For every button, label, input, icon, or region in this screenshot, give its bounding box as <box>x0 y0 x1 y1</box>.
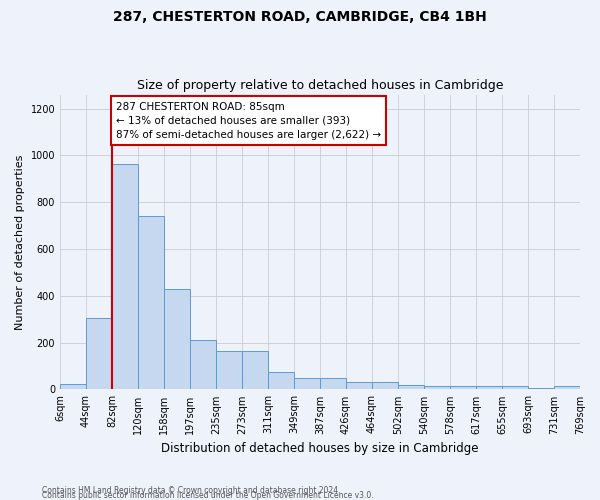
Y-axis label: Number of detached properties: Number of detached properties <box>15 154 25 330</box>
Bar <box>528 388 554 390</box>
Bar <box>268 372 294 390</box>
Bar <box>216 351 242 390</box>
Bar <box>554 386 580 390</box>
Bar <box>294 378 320 390</box>
Bar <box>138 216 164 390</box>
Bar <box>424 386 450 390</box>
Bar <box>86 318 112 390</box>
Bar <box>398 385 424 390</box>
Text: Contains HM Land Registry data © Crown copyright and database right 2024.: Contains HM Land Registry data © Crown c… <box>42 486 341 495</box>
Bar <box>502 386 528 390</box>
X-axis label: Distribution of detached houses by size in Cambridge: Distribution of detached houses by size … <box>161 442 479 455</box>
Bar <box>190 340 216 390</box>
Bar <box>112 164 138 390</box>
Text: Contains public sector information licensed under the Open Government Licence v3: Contains public sector information licen… <box>42 491 374 500</box>
Title: Size of property relative to detached houses in Cambridge: Size of property relative to detached ho… <box>137 79 503 92</box>
Text: 287 CHESTERTON ROAD: 85sqm
← 13% of detached houses are smaller (393)
87% of sem: 287 CHESTERTON ROAD: 85sqm ← 13% of deta… <box>116 102 381 140</box>
Bar <box>346 382 372 390</box>
Bar <box>476 386 502 390</box>
Bar <box>372 382 398 390</box>
Bar <box>164 289 190 390</box>
Bar <box>450 386 476 390</box>
Bar <box>320 378 346 390</box>
Bar <box>60 384 86 390</box>
Bar <box>242 351 268 390</box>
Text: 287, CHESTERTON ROAD, CAMBRIDGE, CB4 1BH: 287, CHESTERTON ROAD, CAMBRIDGE, CB4 1BH <box>113 10 487 24</box>
